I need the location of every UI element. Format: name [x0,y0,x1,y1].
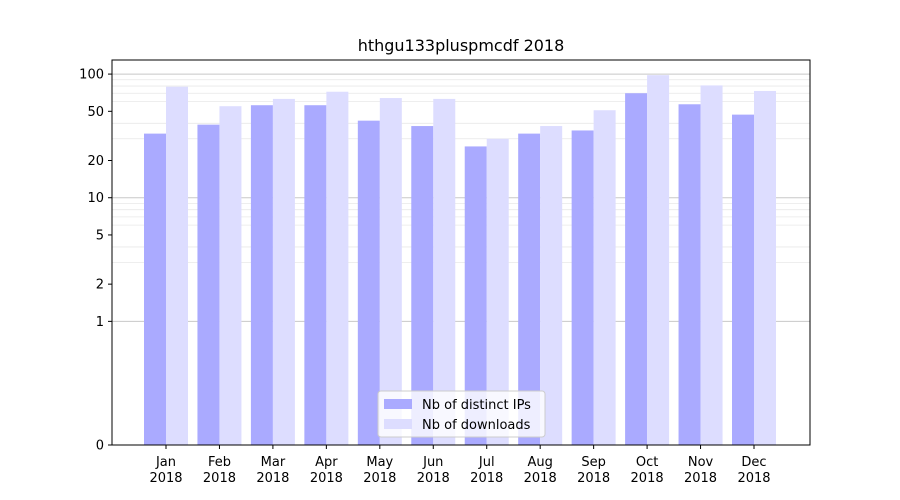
y-tick-label: 0 [96,439,104,454]
x-tick-label: Nov 2018 [684,455,717,486]
y-tick-label: 20 [87,154,104,169]
x-tick-label: Jul 2018 [470,455,503,486]
bars [144,75,776,446]
bar-distinct-ips [464,146,487,445]
y-tick-label: 10 [87,191,104,206]
x-tick-label: Aug 2018 [524,455,557,486]
bar-distinct-ips [197,124,220,445]
bar-downloads [486,138,509,446]
bar-distinct-ips [411,126,434,445]
bar-distinct-ips [518,133,541,445]
x-axis: Jan 2018 Feb 2018 Mar 2018 Apr 2018 May 2018 Jun 20… [149,445,771,486]
legend-swatch [384,419,412,429]
x-tick-label: Jun 2018 [417,455,450,486]
legend-box [377,390,546,438]
bar-distinct-ips [250,105,273,445]
bar-distinct-ips [357,120,380,446]
x-tick-label: Dec 2018 [737,455,770,486]
legend-swatch [384,399,412,409]
bar-downloads [540,126,563,445]
bar-downloads [647,75,670,445]
y-tick-label: 5 [96,228,104,243]
bar-distinct-ips [304,105,327,445]
bar-downloads [433,98,456,445]
bar-downloads [326,91,349,445]
x-tick-label: Feb 2018 [203,455,236,486]
bar-downloads [593,110,616,445]
bar-distinct-ips [144,133,166,445]
x-tick-label: May 2018 [363,455,396,486]
bar-downloads [272,98,295,445]
legend-label: Nb of downloads [422,418,531,433]
x-tick-label: Mar 2018 [256,455,289,486]
x-tick-label: Sep 2018 [577,455,610,486]
bar-downloads [379,98,402,445]
y-tick-label: 2 [96,278,104,293]
y-tick-label: 50 [87,105,104,120]
legend-label: Nb of distinct IPs [422,398,531,413]
y-tick-label: 100 [79,68,104,83]
x-tick-label: Apr 2018 [310,455,343,486]
bar-downloads [166,86,188,446]
plot-area-frame [111,59,811,446]
legend: Nb of distinct IPs Nb of downloads [377,390,546,438]
bar-distinct-ips [732,114,754,445]
bar-distinct-ips [678,104,701,445]
chart-title: hthgu133pluspmcdf 2018 [358,36,565,55]
bar-distinct-ips [571,130,594,445]
bar-downloads [754,90,776,445]
y-axis: 0 1 2 5 10 20 50 100 [79,68,112,454]
bar-downloads [219,106,242,445]
x-tick-label: Jan 2018 [149,455,182,486]
bar-distinct-ips [625,93,648,445]
x-tick-label: Oct 2018 [631,455,664,486]
bar-downloads [700,85,723,445]
y-tick-label: 1 [96,315,104,330]
